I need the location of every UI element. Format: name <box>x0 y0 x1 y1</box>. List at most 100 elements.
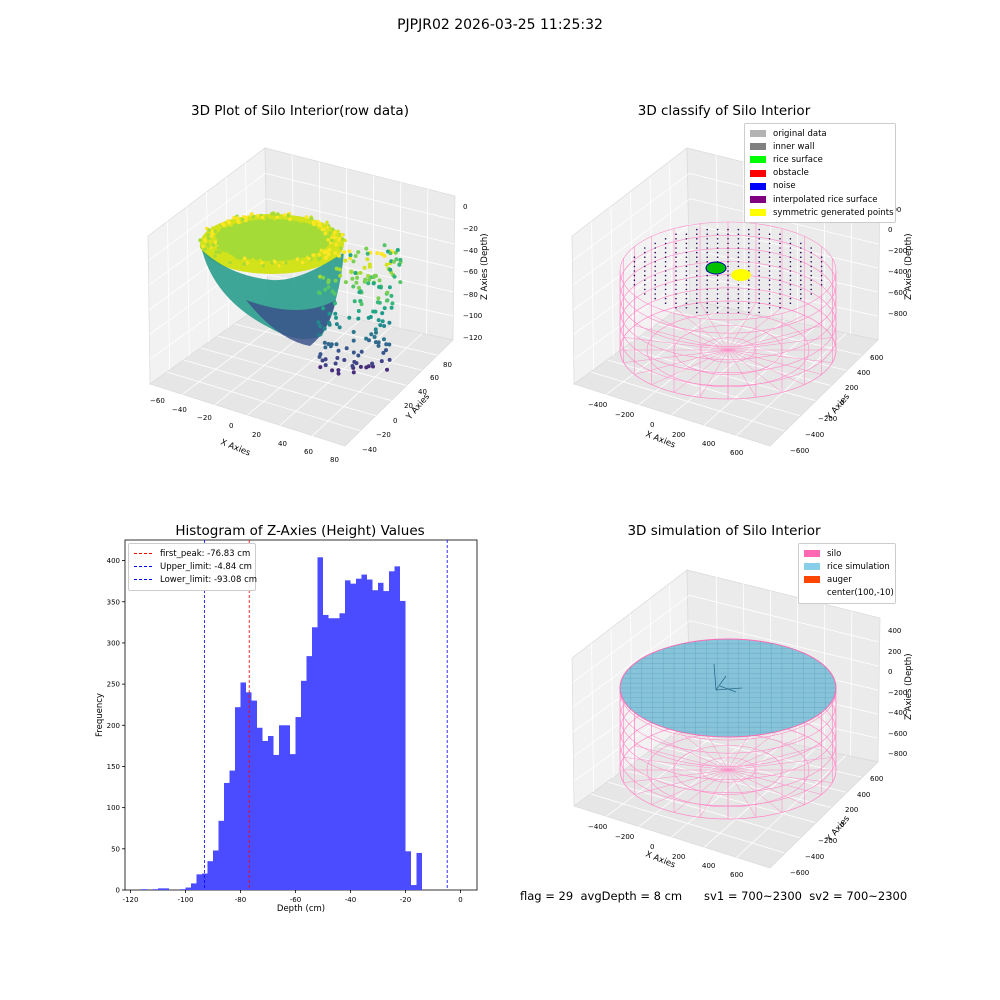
scatter-point <box>330 289 335 294</box>
rice-point <box>779 279 781 282</box>
histogram-bar <box>372 590 378 890</box>
rice-point <box>737 265 740 268</box>
simulation-y-tick: 0 <box>840 821 844 829</box>
simulation-z-tick: 400 <box>888 627 901 635</box>
histogram-bar <box>345 580 351 890</box>
scatter-point <box>206 233 210 237</box>
scatter-point <box>241 215 246 219</box>
rice-point <box>737 288 740 291</box>
scatter-point <box>307 253 312 258</box>
classify-y-tick: 600 <box>870 354 883 362</box>
scatter-point <box>283 213 287 217</box>
legend-item: Upper_limit: -4.84 cm <box>134 560 252 573</box>
scatter-point <box>337 325 342 330</box>
rice-point <box>737 284 740 286</box>
rice-point <box>789 302 792 305</box>
simulation-rice-mesh <box>620 639 836 737</box>
rice-point <box>789 242 792 245</box>
rice-point <box>716 284 719 286</box>
scatter-point <box>233 254 238 259</box>
scatter-point <box>391 259 396 264</box>
rice-point <box>664 265 667 268</box>
rice-point <box>748 279 750 282</box>
simulation-auger <box>713 663 743 693</box>
rice-point <box>685 293 688 295</box>
rice-point <box>727 279 729 282</box>
scatter-point <box>318 365 323 370</box>
rice-point <box>779 302 781 305</box>
scatter-point <box>385 290 390 295</box>
grid-line <box>689 620 879 667</box>
rice-point <box>633 261 636 263</box>
scatter-point <box>322 326 327 331</box>
rice-point <box>768 297 771 300</box>
grid-line <box>691 274 878 317</box>
rice-point <box>779 238 781 240</box>
simulation-z-tick: −200 <box>888 689 907 697</box>
histogram-bar <box>339 613 345 890</box>
scatter-point <box>242 256 247 261</box>
rice-point <box>768 242 771 245</box>
rice-point <box>685 265 688 268</box>
scatter-point <box>373 327 378 332</box>
scatter-point <box>385 367 389 372</box>
scatter-point <box>325 220 329 225</box>
grid-line <box>312 333 423 436</box>
rice-point <box>675 242 677 245</box>
legend-swatch <box>804 550 820 558</box>
rice-point <box>664 293 667 295</box>
classify-z-tick: −600 <box>888 289 907 297</box>
scatter-point <box>398 280 403 285</box>
scatter-point <box>377 278 382 283</box>
scatter-point <box>328 231 333 235</box>
scatter-point <box>334 315 338 320</box>
rice-point <box>675 238 677 240</box>
rice-point <box>737 256 740 259</box>
scatter-point <box>366 281 371 286</box>
scatter-point <box>327 322 332 327</box>
classify-z-tick: −200 <box>888 247 907 255</box>
scatter-point <box>311 253 316 257</box>
rice-point <box>748 284 750 286</box>
rice-point <box>685 297 688 300</box>
histogram-bar <box>383 591 389 890</box>
rice-point <box>758 251 760 254</box>
histogram-bar <box>229 770 235 890</box>
rice-point <box>789 247 792 249</box>
rice-point <box>748 238 750 240</box>
raw-x-tick: −60 <box>150 397 165 405</box>
legend-label: rice surface <box>773 154 823 165</box>
rice-point <box>716 247 719 249</box>
legend-item: rice simulation <box>804 560 890 573</box>
simulation-z-tick: −600 <box>888 730 907 738</box>
scatter-point <box>398 257 403 262</box>
scatter-point <box>207 228 211 232</box>
classify-y-tick: −200 <box>818 415 837 423</box>
histogram-bar <box>141 889 147 890</box>
rice-point <box>654 297 656 300</box>
rice-point <box>810 274 812 277</box>
rice-point <box>758 228 760 231</box>
histogram-bar <box>196 874 202 890</box>
classify-legend: original data inner wall rice surface ob… <box>744 123 896 224</box>
scatter-point <box>382 243 387 248</box>
rice-point <box>810 270 812 272</box>
histogram-bar <box>273 754 279 890</box>
rice-point <box>675 270 677 272</box>
rice-point <box>758 302 760 305</box>
scatter-point <box>356 316 361 321</box>
avg-depth-readout: avgDepth = 8 cm <box>580 889 683 903</box>
scatter-point <box>370 361 375 366</box>
scatter-point <box>389 305 394 310</box>
rice-point <box>727 302 729 305</box>
rice-point <box>685 242 688 245</box>
rice-point <box>779 307 781 309</box>
scatter-point <box>356 250 361 255</box>
scatter-point <box>211 226 215 230</box>
grid-line <box>572 198 691 286</box>
scatter-point <box>217 225 222 230</box>
raw-x-tick: 60 <box>304 448 313 456</box>
scatter-point <box>240 217 245 222</box>
scatter-point <box>326 253 331 257</box>
rice-point <box>779 293 781 295</box>
